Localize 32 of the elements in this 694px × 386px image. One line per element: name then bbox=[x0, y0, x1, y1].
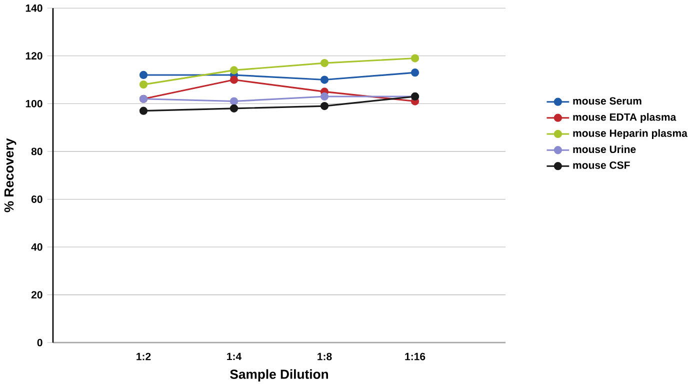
legend-label: mouse Serum bbox=[573, 97, 642, 105]
x-tick-label: 1:8 bbox=[318, 352, 332, 360]
point bbox=[320, 59, 329, 68]
y-tick-label: 40 bbox=[31, 243, 42, 251]
legend-label: mouse CSF bbox=[573, 162, 630, 169]
point bbox=[410, 54, 420, 62]
point bbox=[230, 104, 238, 113]
y-tick-label: 80 bbox=[31, 148, 42, 156]
y-tick-label: 140 bbox=[26, 4, 42, 12]
x-tick-label: 1:4 bbox=[227, 352, 242, 360]
y-tick-label: 60 bbox=[31, 196, 42, 204]
x-tick-label: 1:2 bbox=[136, 352, 151, 360]
point bbox=[230, 76, 238, 84]
point bbox=[320, 76, 329, 84]
point bbox=[139, 80, 148, 89]
legend-label: mouse EDTA plasma bbox=[573, 113, 676, 123]
point bbox=[139, 106, 148, 115]
legend-label: mouse Urine bbox=[573, 145, 636, 154]
y-tick-label: 0 bbox=[37, 338, 42, 346]
y-tick-label: 20 bbox=[31, 291, 42, 299]
point bbox=[320, 102, 329, 110]
y-tick-label: 100 bbox=[26, 100, 42, 108]
legend-label: mouse Heparin plasma bbox=[573, 129, 688, 140]
y-axis-title: % Recovery bbox=[4, 138, 16, 212]
point bbox=[230, 66, 238, 74]
y-tick-label: 120 bbox=[26, 52, 42, 60]
x-axis-title: Sample Dilution bbox=[230, 369, 328, 382]
x-tick-label: 1:16 bbox=[405, 352, 426, 360]
point bbox=[230, 97, 238, 106]
point bbox=[410, 68, 420, 77]
point bbox=[320, 92, 329, 101]
point bbox=[139, 70, 148, 80]
